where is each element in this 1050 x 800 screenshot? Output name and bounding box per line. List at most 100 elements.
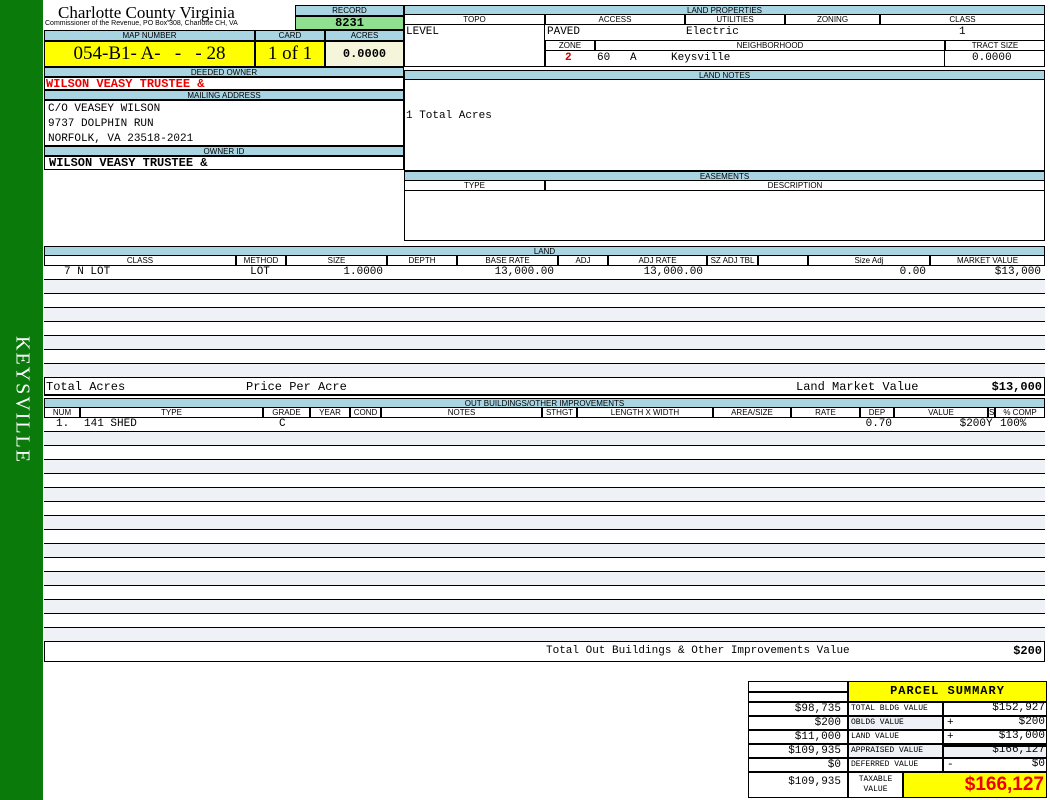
land-cell: 1.0000 bbox=[343, 266, 383, 278]
outbuilding-row bbox=[44, 572, 1045, 586]
summary-prior-value: $11,000 bbox=[748, 730, 848, 744]
summary-label: DEFERRED VALUE bbox=[848, 758, 943, 772]
land-notes-text: 1 Total Acres bbox=[406, 110, 492, 122]
land-column-header: Size Adj bbox=[808, 256, 930, 266]
outbuilding-row bbox=[44, 502, 1045, 516]
outbuilding-column-header: S bbox=[988, 408, 995, 418]
outbuilding-cell: 0.70 bbox=[865, 418, 892, 430]
summary-operator bbox=[943, 744, 1047, 758]
land-row bbox=[44, 322, 1045, 336]
zoning-header: ZONING bbox=[785, 15, 880, 25]
parcel-summary-title: PARCEL SUMMARY bbox=[848, 681, 1047, 702]
land-properties-header: LAND PROPERTIES bbox=[404, 5, 1045, 15]
tract-size-header: TRACT SIZE bbox=[945, 40, 1045, 51]
outbuilding-column-header: % COMP bbox=[995, 408, 1045, 418]
zone-header: ZONE bbox=[545, 40, 595, 51]
outbuilding-row bbox=[44, 516, 1045, 530]
outbuilding-row bbox=[44, 558, 1045, 572]
neighborhood-value: Keysville bbox=[671, 52, 731, 64]
land-market-value: $13,000 bbox=[991, 380, 1042, 394]
owner-id: WILSON VEASY TRUSTEE & bbox=[44, 156, 404, 170]
land-column-header bbox=[758, 256, 808, 266]
outbuilding-column-header: AREA/SIZE bbox=[713, 408, 791, 418]
summary-value: $166,127 bbox=[992, 744, 1045, 756]
sidebar: KEYSVILLE bbox=[0, 0, 43, 800]
land-market-label: Land Market Value bbox=[796, 380, 919, 394]
summary-prior-value: $200 bbox=[748, 716, 848, 730]
deeded-owner-header: DEEDED OWNER bbox=[44, 67, 404, 77]
outbuilding-row bbox=[44, 600, 1045, 614]
taxable-label: TAXABLE VALUE bbox=[848, 772, 903, 798]
outbuilding-row bbox=[44, 530, 1045, 544]
summary-prior-value: $0 bbox=[748, 758, 848, 772]
outbuilding-cell: 1. bbox=[56, 418, 70, 430]
land-cell: $13,000 bbox=[994, 266, 1041, 278]
outbuildings-total-value: $200 bbox=[1013, 644, 1042, 658]
mailing-address: C/O VEASEY WILSON 9737 DOLPHIN RUN NORFO… bbox=[44, 100, 404, 146]
outbuilding-cell: Y bbox=[986, 418, 993, 430]
land-cell: 0.00 bbox=[899, 266, 926, 278]
outbuilding-row bbox=[44, 544, 1045, 558]
land-row bbox=[44, 308, 1045, 322]
summary-blank bbox=[748, 681, 848, 692]
taxable-prior-value: $109,935 bbox=[748, 772, 848, 798]
topo-value: LEVEL bbox=[406, 26, 440, 38]
record-header: RECORD bbox=[295, 5, 404, 16]
map-number-header: MAP NUMBER bbox=[44, 30, 255, 41]
outbuilding-column-header: YEAR bbox=[310, 408, 350, 418]
mailing-address-header: MAILING ADDRESS bbox=[44, 90, 404, 100]
acres-value: 0.0000 bbox=[325, 41, 404, 67]
summary-value: $200 bbox=[1018, 716, 1045, 728]
outbuilding-row bbox=[44, 488, 1045, 502]
summary-operator: + bbox=[943, 716, 1047, 730]
outbuilding-column-header: LENGTH X WIDTH bbox=[577, 408, 713, 418]
land-column-header: CLASS bbox=[44, 256, 236, 266]
summary-label: LAND VALUE bbox=[848, 730, 943, 744]
outbuilding-column-header: GRADE bbox=[263, 408, 310, 418]
outbuilding-row bbox=[44, 474, 1045, 488]
topo-cell bbox=[404, 25, 545, 67]
neighborhood-cell bbox=[545, 51, 945, 67]
outbuilding-column-header: NOTES bbox=[381, 408, 542, 418]
outbuilding-cell: $200 bbox=[959, 418, 986, 430]
land-row bbox=[44, 294, 1045, 308]
access-value: PAVED bbox=[547, 26, 581, 38]
outbuilding-column-header: STHGT bbox=[542, 408, 577, 418]
outbuilding-cell: C bbox=[279, 418, 286, 430]
outbuilding-column-header: RATE bbox=[791, 408, 860, 418]
easements-body bbox=[404, 191, 1045, 241]
summary-operator bbox=[943, 702, 1047, 716]
utilities-header: UTILITIES bbox=[685, 15, 785, 25]
outbuilding-column-header: VALUE bbox=[894, 408, 988, 418]
tract-size-value: 0.0000 bbox=[972, 52, 1012, 64]
outbuilding-column-header: TYPE bbox=[80, 408, 263, 418]
price-per-acre-label: Price Per Acre bbox=[246, 380, 347, 394]
acres-header: ACRES bbox=[325, 30, 404, 41]
owner-id-header: OWNER ID bbox=[44, 146, 404, 156]
page-subtitle: Commissioner of the Revenue, PO Box 308,… bbox=[45, 20, 238, 27]
class-value: 1 bbox=[959, 26, 966, 38]
outbuilding-column-header: DEP bbox=[860, 408, 894, 418]
summary-operator: - bbox=[943, 758, 1047, 772]
land-column-header: METHOD bbox=[236, 256, 286, 266]
summary-prior-value: $109,935 bbox=[748, 744, 848, 758]
land-notes-body bbox=[404, 80, 1045, 171]
district-label: KEYSVILLE bbox=[11, 336, 33, 464]
land-notes-header: LAND NOTES bbox=[404, 70, 1045, 80]
utilities-value: Electric bbox=[686, 26, 739, 38]
summary-operator: + bbox=[943, 730, 1047, 744]
land-column-header: ADJ bbox=[558, 256, 608, 266]
summary-value: $0 bbox=[1031, 758, 1045, 770]
land-column-header: ADJ RATE bbox=[608, 256, 707, 266]
record-number: 8231 bbox=[295, 16, 404, 30]
outbuilding-row bbox=[44, 432, 1045, 446]
page-title: Charlotte County Virginia bbox=[58, 3, 235, 22]
outbuilding-column-header: NUM bbox=[44, 408, 80, 418]
outbuilding-column-header: COND bbox=[350, 408, 381, 418]
easement-description-header: DESCRIPTION bbox=[545, 181, 1045, 191]
land-cell: LOT bbox=[250, 266, 270, 278]
total-acres-label: Total Acres bbox=[46, 380, 126, 394]
easement-type-header: TYPE bbox=[404, 181, 545, 191]
map-number: 054-B1- A- - - 28 bbox=[44, 41, 255, 67]
outbuilding-cell: 141 SHED bbox=[84, 418, 137, 430]
